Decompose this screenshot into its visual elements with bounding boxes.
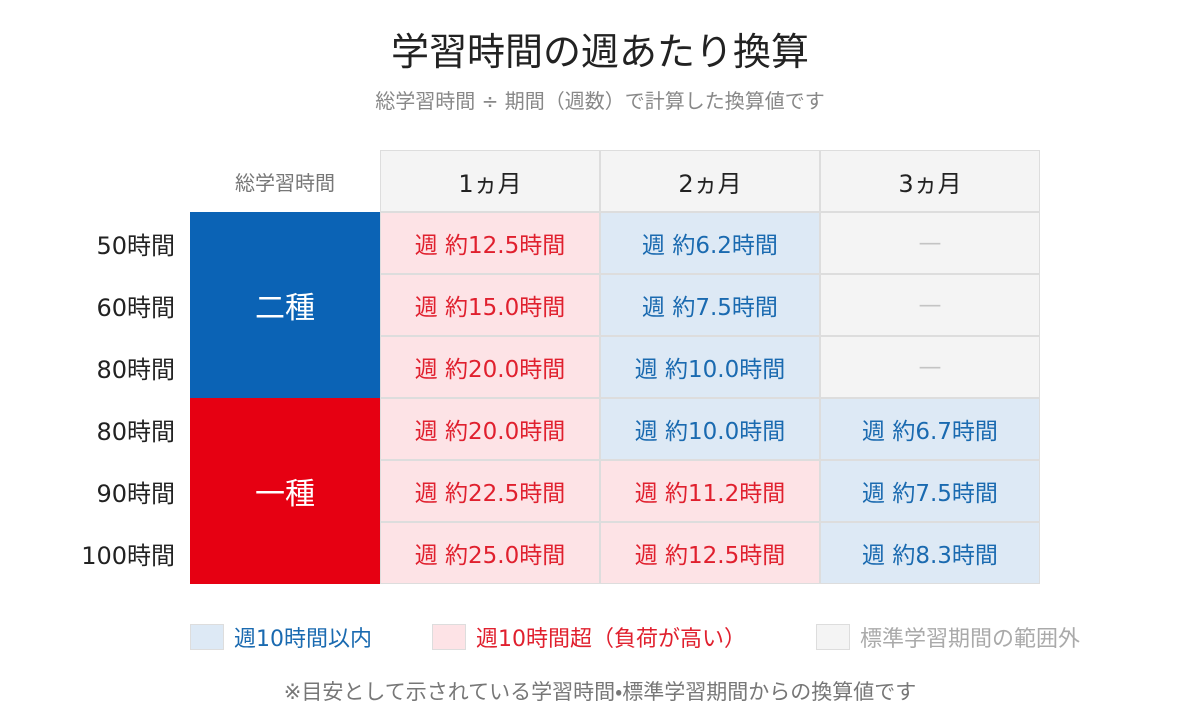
cell: 週 約11.2時間 — [600, 460, 820, 522]
group-label: 一種 — [190, 398, 380, 584]
legend-swatch — [816, 624, 850, 650]
cell: — — [820, 274, 1040, 336]
corner-label: 総学習時間 — [235, 170, 335, 195]
cell: 週 約12.5時間 — [600, 522, 820, 584]
legend-label: 週10時間超（負荷が高い） — [476, 627, 746, 652]
cell: 週 約10.0時間 — [600, 398, 820, 460]
cell: 週 約6.2時間 — [600, 212, 820, 274]
cell: 週 約6.7時間 — [820, 398, 1040, 460]
row-label: 80時間 — [96, 355, 175, 384]
row-label: 80時間 — [96, 417, 175, 446]
cell: — — [820, 336, 1040, 398]
cell: 週 約12.5時間 — [380, 212, 600, 274]
legend-swatch — [190, 624, 224, 650]
cell: — — [820, 212, 1040, 274]
cell: 週 約7.5時間 — [820, 460, 1040, 522]
subtitle: 総学習時間 ÷ 期間（週数）で計算した換算値です — [375, 88, 825, 113]
footnote: ※目安として示されている学習時間・標準学習期間からの換算値です — [283, 680, 917, 704]
cell: 週 約25.0時間 — [380, 522, 600, 584]
row-label: 100時間 — [81, 541, 175, 570]
group-label: 二種 — [190, 212, 380, 398]
cell: 週 約10.0時間 — [600, 336, 820, 398]
title: 学習時間の週あたり換算 — [390, 29, 809, 74]
legend-label: 標準学習期間の範囲外 — [860, 627, 1081, 652]
row-label: 90時間 — [96, 479, 175, 508]
row-label: 60時間 — [96, 293, 175, 322]
cell: 週 約20.0時間 — [380, 398, 600, 460]
column-header: 1ヵ月 — [380, 150, 600, 212]
cell: 週 約8.3時間 — [820, 522, 1040, 584]
cell: 週 約20.0時間 — [380, 336, 600, 398]
column-header: 2ヵ月 — [600, 150, 820, 212]
cell: 週 約15.0時間 — [380, 274, 600, 336]
row-label: 50時間 — [96, 231, 175, 260]
column-header: 3ヵ月 — [820, 150, 1040, 212]
cell: 週 約7.5時間 — [600, 274, 820, 336]
cell: 週 約22.5時間 — [380, 460, 600, 522]
legend-label: 週10時間以内 — [234, 627, 372, 652]
legend-swatch — [432, 624, 466, 650]
